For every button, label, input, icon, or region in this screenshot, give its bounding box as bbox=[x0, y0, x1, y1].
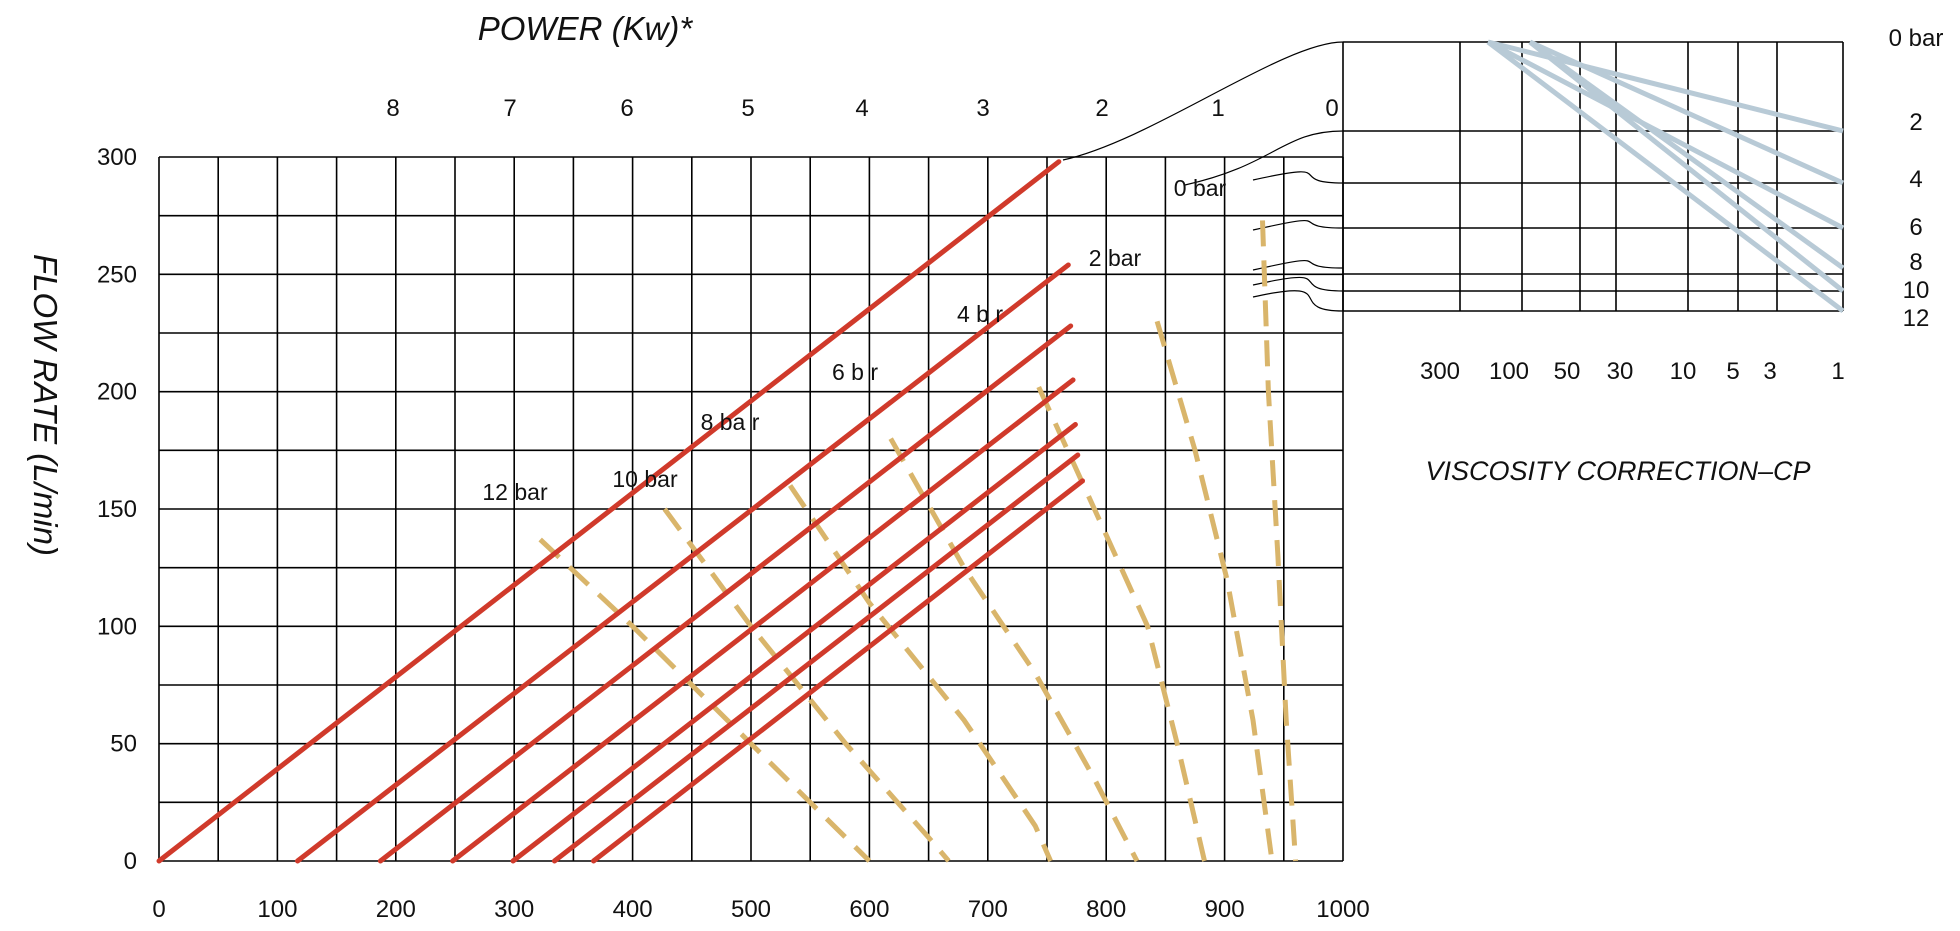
flow-line-1 bbox=[295, 262, 1071, 864]
y-axis-label: FLOW RATE (L/min) bbox=[27, 254, 64, 556]
viscosity-pressure-label: 10 bbox=[1903, 277, 1930, 304]
connector-curve bbox=[1252, 219, 1344, 231]
x-tick-label: 900 bbox=[1205, 896, 1245, 923]
power-curve-1 bbox=[1154, 320, 1275, 862]
flow-line-5 bbox=[551, 452, 1081, 864]
pressure-label: 6 b r bbox=[832, 359, 878, 385]
power-tick-label: 2 bbox=[1095, 95, 1108, 122]
connector-curve bbox=[1252, 290, 1344, 312]
x-tick-label: 400 bbox=[613, 896, 653, 923]
flow-line-2 bbox=[377, 323, 1074, 864]
power-curves bbox=[538, 220, 1299, 863]
pressure-label: 0 bar bbox=[1174, 175, 1227, 201]
x-tick-label: 1000 bbox=[1316, 896, 1369, 923]
x-tick-label: 800 bbox=[1086, 896, 1126, 923]
y-tick-label: 150 bbox=[97, 496, 137, 523]
viscosity-pressure-label: 4 bbox=[1909, 166, 1922, 193]
pressure-label: 10 bar bbox=[612, 466, 678, 492]
power-tick-label: 8 bbox=[386, 95, 399, 122]
flow-line-0 bbox=[156, 159, 1062, 864]
y-tick-label: 0 bbox=[124, 848, 137, 875]
viscosity-title: VISCOSITY CORRECTION–CP bbox=[1425, 456, 1810, 486]
viscosity-line bbox=[1486, 39, 1845, 231]
power-curve-5 bbox=[662, 507, 951, 863]
flow-line-6 bbox=[591, 478, 1086, 864]
chart-labels: 0 100 200 300 400 500 600 700 800 900 100005010015… bbox=[97, 95, 1370, 923]
y-tick-label: 100 bbox=[97, 613, 137, 640]
connector-curve bbox=[1252, 171, 1344, 184]
power-tick-label: 3 bbox=[976, 95, 989, 122]
viscosity-pressure-label: 6 bbox=[1909, 214, 1922, 241]
flow-line-3 bbox=[450, 377, 1076, 864]
x-tick-label: 100 bbox=[257, 896, 297, 923]
viscosity-line bbox=[1528, 39, 1845, 271]
power-curve-6 bbox=[538, 537, 872, 863]
connector-curve bbox=[1184, 130, 1344, 186]
viscosity-tick-label: 30 bbox=[1607, 358, 1634, 385]
y-tick-label: 50 bbox=[110, 731, 137, 758]
power-tick-label: 1 bbox=[1211, 95, 1224, 122]
power-curve-2 bbox=[1036, 385, 1207, 862]
chart-title: POWER (Kw)* bbox=[478, 10, 694, 47]
power-curve-3 bbox=[888, 437, 1140, 863]
viscosity-pressure-label: 2 bbox=[1909, 109, 1922, 136]
x-tick-label: 200 bbox=[376, 896, 416, 923]
viscosity-tick-label: 1 bbox=[1831, 358, 1844, 385]
viscosity-pressure-label: 8 bbox=[1909, 249, 1922, 276]
pressure-label: 2 bar bbox=[1089, 245, 1142, 271]
x-tick-label: 300 bbox=[494, 896, 534, 923]
y-tick-label: 250 bbox=[97, 261, 137, 288]
viscosity-line bbox=[1487, 39, 1844, 134]
viscosity-tick-label: 3 bbox=[1763, 358, 1776, 385]
connector-curve bbox=[1062, 41, 1344, 161]
viscosity-tick-label: 100 bbox=[1489, 358, 1529, 385]
viscosity-tick-label: 300 bbox=[1420, 358, 1460, 385]
power-tick-label: 4 bbox=[855, 95, 868, 122]
power-curve-4 bbox=[788, 484, 1053, 863]
connector-curve bbox=[1252, 259, 1344, 271]
x-tick-label: 500 bbox=[731, 896, 771, 923]
y-tick-label: 200 bbox=[97, 379, 137, 406]
power-tick-label: 0 bbox=[1325, 95, 1338, 122]
pressure-label: 8 ba r bbox=[701, 409, 760, 435]
pressure-label: 4 b r bbox=[957, 301, 1003, 327]
x-tick-label: 0 bbox=[152, 896, 165, 923]
viscosity-pressure-label: 0 bar bbox=[1889, 25, 1944, 52]
viscosity-line bbox=[1486, 40, 1845, 313]
power-tick-label: 6 bbox=[620, 95, 633, 122]
viscosity-tick-label: 5 bbox=[1726, 358, 1739, 385]
viscosity-line bbox=[1528, 40, 1845, 293]
main-grid bbox=[158, 156, 1344, 862]
viscosity-tick-label: 10 bbox=[1670, 358, 1697, 385]
connector-curve bbox=[1252, 276, 1344, 292]
flow-lines bbox=[156, 159, 1086, 864]
x-tick-label: 700 bbox=[968, 896, 1008, 923]
pressure-label: 12 bar bbox=[482, 479, 548, 505]
flow-line-4 bbox=[510, 422, 1078, 864]
viscosity-line bbox=[1528, 39, 1845, 186]
power-curve-0 bbox=[1260, 220, 1299, 862]
connector-curves bbox=[1062, 41, 1344, 312]
power-tick-label: 7 bbox=[503, 95, 516, 122]
viscosity-pressure-label: 12 bbox=[1903, 305, 1930, 332]
power-tick-label: 5 bbox=[741, 95, 754, 122]
viscosity-tick-label: 50 bbox=[1554, 358, 1581, 385]
x-tick-label: 600 bbox=[849, 896, 889, 923]
y-tick-label: 300 bbox=[97, 144, 137, 171]
